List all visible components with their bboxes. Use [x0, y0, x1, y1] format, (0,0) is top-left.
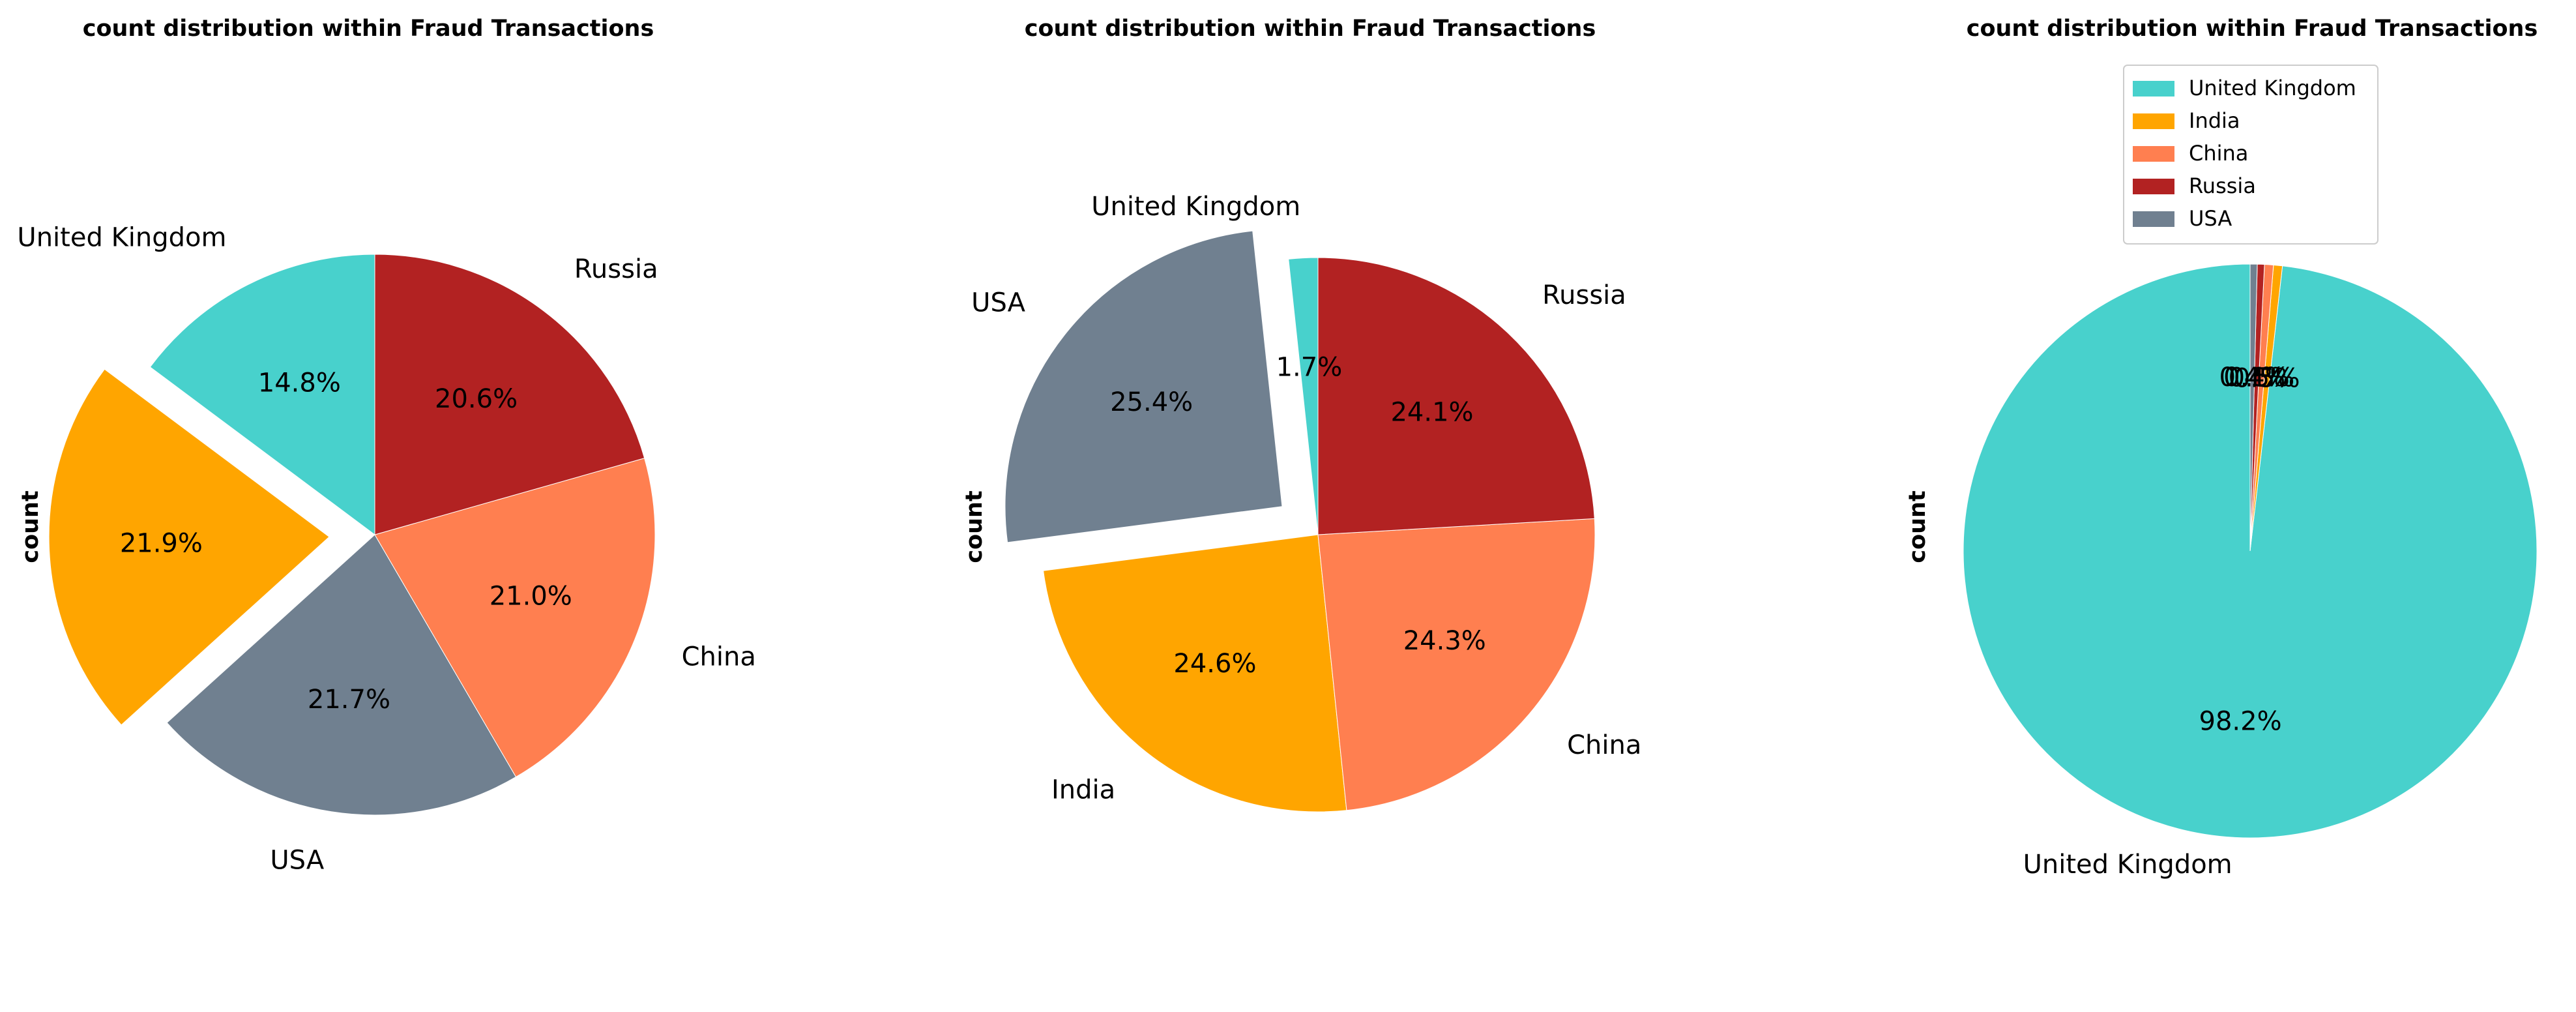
pct-label-united-kingdom: 1.7%: [1276, 352, 1343, 382]
legend-swatch-china: [2133, 146, 2174, 162]
legend-swatch-united-kingdom: [2133, 81, 2174, 97]
pct-label-india: 0.5%: [2234, 363, 2300, 393]
slice-label-united-kingdom: United Kingdom: [1091, 192, 1300, 222]
slice-russia: [1317, 257, 1595, 535]
legend-label-usa: USA: [2189, 206, 2232, 231]
legend-swatch-india: [2133, 113, 2174, 129]
pct-label-usa: 21.7%: [308, 685, 390, 715]
slice-label-united-kingdom: United Kingdom: [17, 222, 226, 252]
legend-frame: [2123, 65, 2378, 245]
pct-label-usa: 0.4%: [2219, 363, 2286, 393]
slice-usa: [1004, 230, 1283, 543]
legend-item-china: China: [2133, 141, 2248, 166]
pct-label-united-kingdom: 98.2%: [2199, 707, 2282, 737]
slice-label-usa: USA: [971, 288, 1025, 318]
slice-usa: [166, 534, 517, 816]
pct-label-india: 21.9%: [120, 528, 203, 558]
slice-label-india: India: [1051, 775, 1115, 805]
slice-united-kingdom: [1288, 257, 1319, 535]
legend-label-russia: Russia: [2189, 173, 2256, 198]
legend-item-india: India: [2133, 108, 2240, 133]
slice-russia: [374, 254, 645, 535]
pct-label-china: 0.5%: [2229, 363, 2295, 393]
legend-item-usa: USA: [2133, 206, 2232, 231]
slice-china: [1317, 518, 1596, 811]
slice-united-kingdom: [149, 254, 375, 535]
pct-label-russia: 0.4%: [2223, 363, 2290, 393]
slice-label-russia: Russia: [574, 254, 658, 284]
pct-label-united-kingdom: 14.8%: [258, 368, 341, 398]
slice-usa: [2249, 263, 2258, 552]
legend-item-united-kingdom: United Kingdom: [2133, 76, 2356, 100]
slice-label-united-kingdom: United Kingdom: [2023, 850, 2232, 880]
chart-3-title: count distribution within Fraud Transact…: [1967, 16, 2538, 42]
chart-2-ylabel: count: [961, 490, 988, 563]
chart-1-ylabel: count: [18, 490, 44, 563]
legend-label-india: India: [2189, 108, 2240, 133]
chart-3-labels: 98.2% United Kingdom 0.5%0.5%0.4%0.4%: [2023, 363, 2300, 880]
slice-label-china: China: [1567, 730, 1641, 760]
chart-1-title: count distribution within Fraud Transact…: [83, 16, 654, 42]
legend-swatch-russia: [2133, 179, 2174, 194]
pct-label-usa: 25.4%: [1110, 387, 1193, 417]
pie-chart-2: count distribution within Fraud Transact…: [961, 16, 1641, 812]
pct-label-india: 24.6%: [1173, 649, 1256, 679]
chart-2-slices: [1004, 230, 1596, 812]
legend-item-russia: Russia: [2133, 173, 2256, 198]
pie-chart-1: count distribution within Fraud Transact…: [17, 16, 756, 875]
chart-2-title: count distribution within Fraud Transact…: [1025, 16, 1596, 42]
slice-india: [1043, 534, 1347, 812]
slice-label-usa: USA: [270, 845, 324, 875]
legend-swatch-usa: [2133, 211, 2174, 227]
legend-label-united-kingdom: United Kingdom: [2189, 76, 2356, 100]
pct-label-china: 24.3%: [1403, 626, 1486, 656]
pct-label-russia: 20.6%: [435, 384, 518, 414]
chart-2-labels: 1.7% United Kingdom 25.4% USA 24.6% India 24.3…: [971, 192, 1641, 805]
chart-1-slices: [48, 254, 656, 816]
slice-label-russia: Russia: [1542, 280, 1626, 310]
pct-label-china: 21.0%: [490, 581, 572, 611]
chart-3-slices: [1963, 263, 2538, 839]
pie-chart-3: count distribution within Fraud Transact…: [1905, 16, 2538, 880]
slice-label-china: China: [682, 642, 756, 672]
chart-3-ylabel: count: [1905, 490, 1931, 563]
slice-india: [48, 368, 330, 726]
slice-china: [374, 458, 656, 778]
legend: United Kingdom India China Russia USA: [2123, 65, 2378, 245]
chart-1-labels: 14.8%United Kingdom21.9%India21.7%USA21.…: [17, 222, 756, 875]
legend-label-china: China: [2189, 141, 2248, 166]
pct-label-russia: 24.1%: [1390, 398, 1473, 428]
